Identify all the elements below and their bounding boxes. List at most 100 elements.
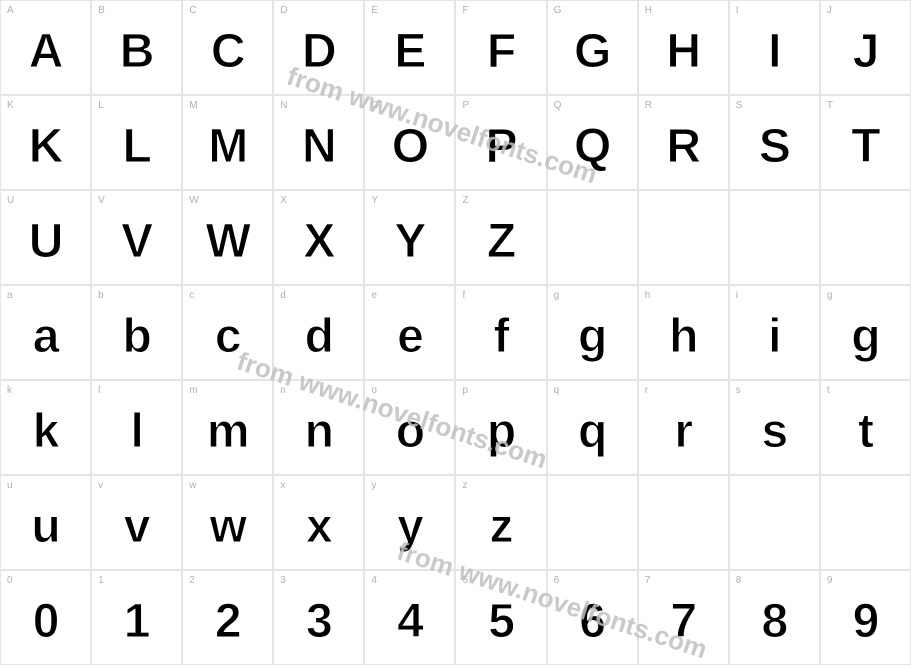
glyph: 5 xyxy=(488,598,514,646)
glyph: a xyxy=(33,313,59,361)
glyph: g xyxy=(578,313,606,361)
cell-label: u xyxy=(7,480,13,491)
cell-label: 1 xyxy=(98,575,104,586)
glyph-cell: hh xyxy=(638,285,729,380)
cell-label: 0 xyxy=(7,575,13,586)
glyph-cell: YY xyxy=(364,190,455,285)
glyph-cell: DD xyxy=(273,0,364,95)
cell-label: i xyxy=(736,290,738,301)
glyph-cell: WW xyxy=(182,190,273,285)
glyph-cell: ee xyxy=(364,285,455,380)
glyph-cell: dd xyxy=(273,285,364,380)
glyph-cell: UU xyxy=(0,190,91,285)
cell-label: A xyxy=(7,5,14,16)
cell-label: G xyxy=(554,5,562,16)
glyph-cell: mm xyxy=(182,380,273,475)
glyph-cell: cc xyxy=(182,285,273,380)
glyph: m xyxy=(207,408,249,456)
glyph: 3 xyxy=(306,598,332,646)
glyph-cell: yy xyxy=(364,475,455,570)
glyph: 9 xyxy=(853,598,879,646)
cell-label: g xyxy=(827,290,833,301)
cell-label: b xyxy=(98,290,104,301)
glyph: 8 xyxy=(761,598,787,646)
glyph-cell: QQ xyxy=(547,95,638,190)
glyph-cell: SS xyxy=(729,95,820,190)
cell-label: S xyxy=(736,100,743,111)
cell-label: v xyxy=(98,480,103,491)
glyph-cell: PP xyxy=(455,95,546,190)
glyph: I xyxy=(768,28,780,76)
cell-label: L xyxy=(98,100,104,111)
glyph: Z xyxy=(487,218,515,266)
glyph: N xyxy=(302,123,336,171)
glyph-cell: bb xyxy=(91,285,182,380)
glyph-cell: GG xyxy=(547,0,638,95)
cell-label: M xyxy=(189,100,197,111)
glyph: R xyxy=(666,123,700,171)
cell-label: 6 xyxy=(554,575,560,586)
glyph-cell: ii xyxy=(729,285,820,380)
glyph: P xyxy=(486,123,517,171)
glyph: v xyxy=(124,503,150,551)
cell-label: D xyxy=(280,5,287,16)
glyph-cell: 33 xyxy=(273,570,364,665)
glyph: M xyxy=(208,123,247,171)
glyph: x xyxy=(306,503,332,551)
glyph: F xyxy=(487,28,515,76)
glyph: r xyxy=(674,408,692,456)
glyph-cell: II xyxy=(729,0,820,95)
cell-label: r xyxy=(645,385,648,396)
cell-label: O xyxy=(371,100,379,111)
cell-label: h xyxy=(645,290,651,301)
cell-label: l xyxy=(98,385,100,396)
glyph-cell: aa xyxy=(0,285,91,380)
cell-label: X xyxy=(280,195,287,206)
glyph-cell: pp xyxy=(455,380,546,475)
glyph: L xyxy=(122,123,150,171)
glyph-cell: HH xyxy=(638,0,729,95)
cell-label: a xyxy=(7,290,13,301)
glyph: 6 xyxy=(579,598,605,646)
cell-label: z xyxy=(462,480,467,491)
cell-label: U xyxy=(7,195,14,206)
glyph-cell: NN xyxy=(273,95,364,190)
glyph: X xyxy=(303,218,334,266)
glyph: b xyxy=(122,313,150,361)
cell-label: H xyxy=(645,5,652,16)
glyph: C xyxy=(211,28,245,76)
cell-label: N xyxy=(280,100,287,111)
glyph-cell: BB xyxy=(91,0,182,95)
cell-label: Y xyxy=(371,195,378,206)
glyph: E xyxy=(394,28,425,76)
glyph: p xyxy=(487,408,515,456)
cell-label: Q xyxy=(554,100,562,111)
cell-label: I xyxy=(736,5,739,16)
glyph: Q xyxy=(574,123,610,171)
glyph: z xyxy=(490,503,513,551)
glyph-cell xyxy=(547,190,638,285)
glyph: B xyxy=(120,28,154,76)
glyph-cell: LL xyxy=(91,95,182,190)
cell-label: c xyxy=(189,290,194,301)
cell-label: f xyxy=(462,290,465,301)
glyph-cell: tt xyxy=(820,380,911,475)
glyph-cell: 77 xyxy=(638,570,729,665)
glyph: w xyxy=(210,503,246,551)
glyph: e xyxy=(397,313,423,361)
glyph: K xyxy=(29,123,63,171)
cell-label: q xyxy=(554,385,560,396)
glyph: u xyxy=(31,503,59,551)
glyph: A xyxy=(29,28,63,76)
glyph: d xyxy=(305,313,333,361)
glyph-cell: ZZ xyxy=(455,190,546,285)
cell-label: P xyxy=(462,100,469,111)
cell-label: k xyxy=(7,385,12,396)
glyph-cell: uu xyxy=(0,475,91,570)
glyph: Y xyxy=(394,218,425,266)
font-specimen-grid: AABBCCDDEEFFGGHHIIJJKKLLMMNNOOPPQQRRSSTT… xyxy=(0,0,911,665)
glyph: q xyxy=(578,408,606,456)
glyph: 4 xyxy=(397,598,423,646)
glyph-cell: TT xyxy=(820,95,911,190)
glyph: s xyxy=(761,408,787,456)
